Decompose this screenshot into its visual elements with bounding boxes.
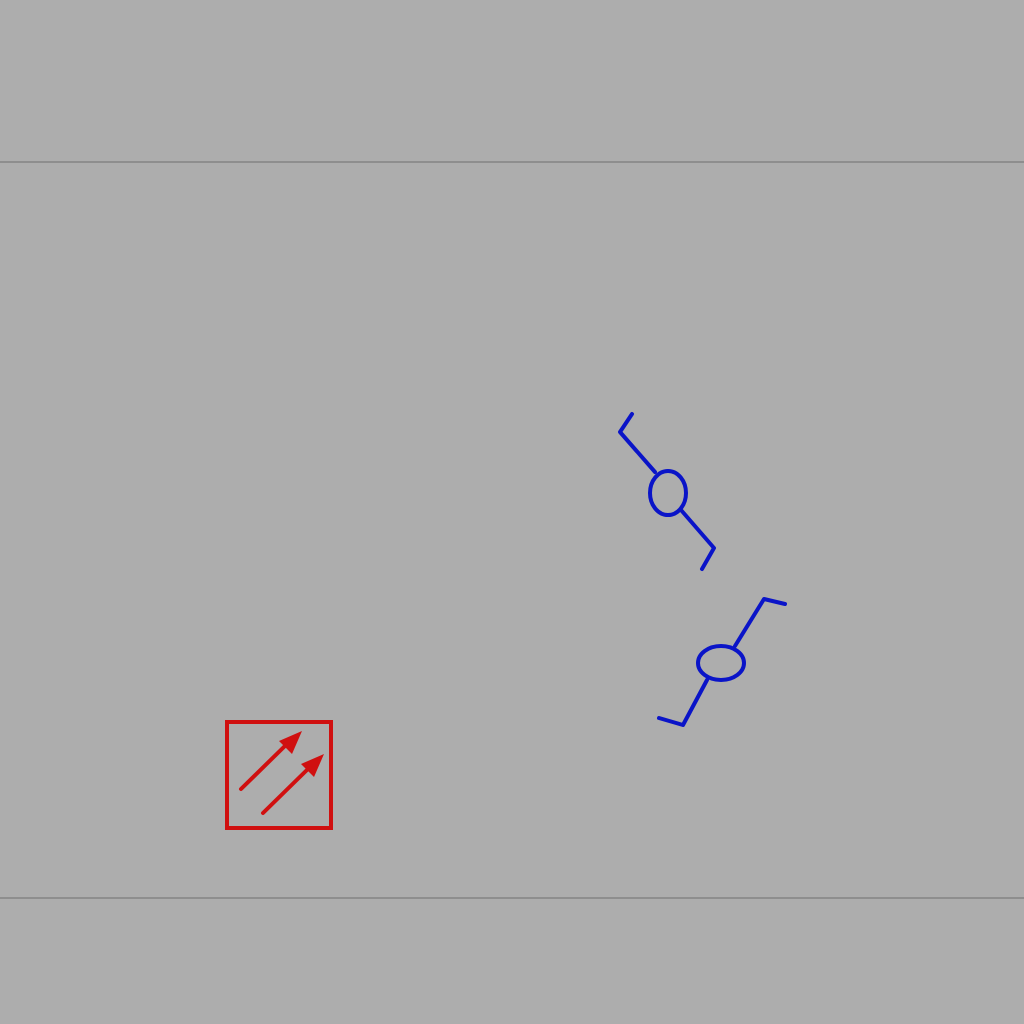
valve-lower-bottom-bracket	[657, 678, 709, 727]
arrow-head-lower-icon	[301, 754, 324, 777]
valve-upper-ellipse	[648, 469, 688, 517]
double-arrow-box	[225, 720, 333, 830]
valve-lower-top-bracket	[733, 597, 787, 648]
arrow-shaft-lower	[261, 764, 313, 815]
arrow-head-upper-icon	[279, 731, 302, 754]
valve-symbol-upper	[618, 412, 716, 571]
valve-upper-top-bracket	[618, 412, 657, 474]
arrow-box-frame	[225, 720, 333, 830]
valve-lower-ellipse	[696, 644, 746, 682]
valve-upper-bottom-bracket	[679, 508, 716, 571]
valve-symbol-lower	[657, 597, 787, 727]
arrow-shaft-upper	[239, 740, 291, 791]
